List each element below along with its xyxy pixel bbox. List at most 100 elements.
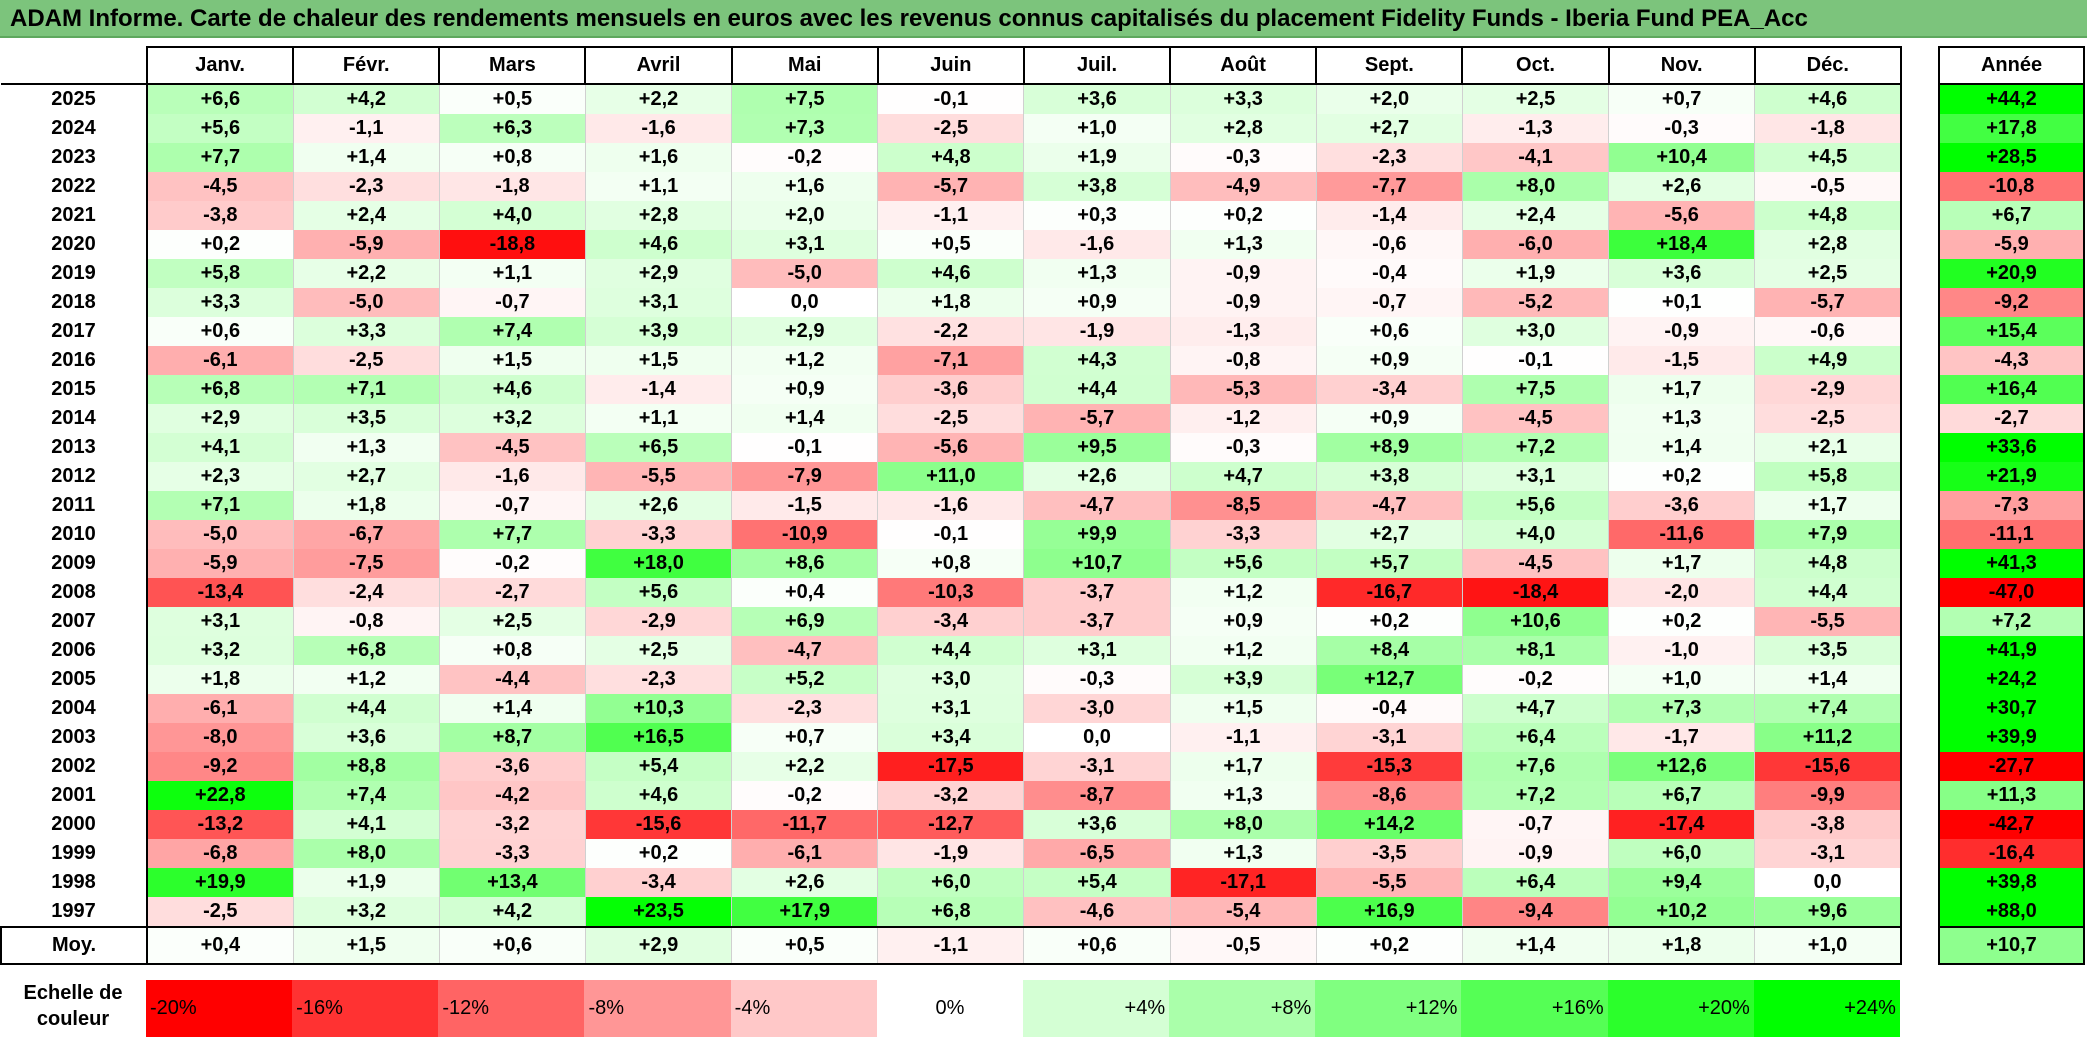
average-cell: +0,6 xyxy=(1023,926,1171,965)
heatmap-cell: +1,5 xyxy=(1169,694,1317,723)
heatmap-cell: +1,2 xyxy=(731,346,879,375)
heatmap-cell: -5,2 xyxy=(1461,288,1610,317)
heatmap-cell: +19,9 xyxy=(145,868,294,897)
year-row: 2013 +4,1 +1,3 -4,5 +6,5 -0,1 -5,6 +9,5 -0,3 +8,9… xyxy=(1,433,1902,462)
annual-cell: +88,0 xyxy=(1938,897,2085,928)
average-cell: -0,5 xyxy=(1169,926,1317,965)
heatmap-cell: -1,6 xyxy=(1023,230,1171,259)
heatmap-cell: +4,6 xyxy=(584,230,733,259)
heatmap-cell: +4,3 xyxy=(1023,346,1171,375)
legend-swatch: 0% xyxy=(876,980,1023,1037)
legend-swatch: -8% xyxy=(584,980,731,1037)
heatmap-cell: +18,4 xyxy=(1608,230,1756,259)
heatmap-cell: -5,5 xyxy=(1315,868,1463,897)
legend-swatch: -16% xyxy=(292,980,439,1037)
annual-cell: +39,9 xyxy=(1938,723,2085,752)
heatmap-cell: +0,7 xyxy=(731,723,879,752)
heatmap-cell: +10,3 xyxy=(584,694,733,723)
heatmap-cell: -10,3 xyxy=(877,578,1025,607)
heatmap-cell: -7,1 xyxy=(877,346,1025,375)
heatmap-cell: -3,0 xyxy=(1023,694,1171,723)
heatmap-cell: +1,7 xyxy=(1169,752,1317,781)
heatmap-cell: -5,4 xyxy=(1169,897,1317,928)
heatmap-cell: +4,8 xyxy=(877,143,1025,172)
heatmap-cell: +1,4 xyxy=(1754,665,1902,694)
year-label: 2013 xyxy=(1,433,148,462)
heatmap-cell: -2,5 xyxy=(877,114,1025,143)
heatmap-cell: +2,5 xyxy=(584,636,733,665)
heatmap-cell: +4,6 xyxy=(438,375,586,404)
year-row: 2020 +0,2 -5,9 -18,8 +4,6 +3,1 +0,5 -1,6 +1,3 -0,… xyxy=(1,230,1902,259)
year-row: 2017 +0,6 +3,3 +7,4 +3,9 +2,9 -2,2 -1,9 -1,3 +0,6… xyxy=(1,317,1902,346)
annual-cell: -11,1 xyxy=(1938,520,2085,549)
year-row: 2025 +6,6 +4,2 +0,5 +2,2 +7,5 -0,1 +3,6 +3,3 +2,0… xyxy=(1,84,1902,114)
heatmap-cell: +4,1 xyxy=(292,810,440,839)
heatmap-cell: +4,6 xyxy=(1754,84,1902,114)
average-cell: +1,8 xyxy=(1608,926,1756,965)
year-row: 2004 -6,1 +4,4 +1,4 +10,3 -2,3 +3,1 -3,0 +1,5 -0,… xyxy=(1,694,1902,723)
heatmap-cell: -3,3 xyxy=(438,839,586,868)
annual-cell: +28,5 xyxy=(1938,143,2085,172)
heatmap-cell: -15,3 xyxy=(1315,752,1463,781)
heatmap-cell: +5,7 xyxy=(1315,549,1463,578)
heatmap-cell: +3,5 xyxy=(1754,636,1902,665)
heatmap-cell: +0,9 xyxy=(1023,288,1171,317)
heatmap-cell: +1,6 xyxy=(731,172,879,201)
annual-cell: -42,7 xyxy=(1938,810,2085,839)
month-header: Déc. xyxy=(1753,46,1902,85)
heatmap-cell: +0,2 xyxy=(584,839,733,868)
heatmap-cell: +1,3 xyxy=(1608,404,1756,433)
year-label: 2018 xyxy=(1,288,148,317)
heatmap-cell: -7,7 xyxy=(1315,172,1463,201)
heatmap-cell: +3,2 xyxy=(292,897,440,928)
heatmap-cell: -4,7 xyxy=(1023,491,1171,520)
average-cell: +0,2 xyxy=(1315,926,1463,965)
heatmap-cell: +2,6 xyxy=(1608,172,1756,201)
month-header: Mars xyxy=(438,46,587,85)
heatmap-cell: +1,1 xyxy=(438,259,586,288)
heatmap-cell: -5,3 xyxy=(1169,375,1317,404)
heatmap-cell: -1,2 xyxy=(1169,404,1317,433)
corner-cell xyxy=(1,47,147,85)
heatmap-cell: -4,1 xyxy=(1461,143,1610,172)
heatmap-cell: -5,6 xyxy=(877,433,1025,462)
heatmap-cell: +1,2 xyxy=(1169,578,1317,607)
annual-cell: +44,2 xyxy=(1938,84,2085,114)
year-row: 2015 +6,8 +7,1 +4,6 -1,4 +0,9 -3,6 +4,4 -5,3 -3,4… xyxy=(1,375,1902,404)
heatmap-cell: +5,6 xyxy=(1461,491,1610,520)
heatmap-cell: +2,8 xyxy=(1169,114,1317,143)
heatmap-cell: +0,6 xyxy=(145,317,294,346)
heatmap-cell: +2,3 xyxy=(145,462,294,491)
heatmap-cell: +18,0 xyxy=(584,549,733,578)
heatmap-cell: +0,8 xyxy=(438,143,586,172)
average-row: Moy. +0,4 +1,5 +0,6 +2,9 +0,5 -1,1 +0,6 -0,5 +0,2… xyxy=(0,926,1902,965)
chart-title: ADAM Informe. Carte de chaleur des rende… xyxy=(10,5,1808,32)
heatmap-cell: -0,9 xyxy=(1608,317,1756,346)
heatmap-cell: -0,2 xyxy=(731,143,879,172)
heatmap-cell: -0,3 xyxy=(1169,433,1317,462)
heatmap-cell: +5,4 xyxy=(1023,868,1171,897)
annual-cell: -10,8 xyxy=(1938,172,2085,201)
heatmap-cell: +3,6 xyxy=(292,723,440,752)
heatmap-cell: -8,6 xyxy=(1315,781,1463,810)
heatmap-cell: -3,3 xyxy=(1169,520,1317,549)
heatmap-cell: +1,3 xyxy=(1169,230,1317,259)
heatmap-cell: -3,1 xyxy=(1315,723,1463,752)
heatmap-cell: -0,8 xyxy=(292,607,440,636)
year-label: 1997 xyxy=(1,897,148,928)
heatmap-cell: +2,4 xyxy=(292,201,440,230)
heatmap-cell: +2,7 xyxy=(1315,114,1463,143)
annual-cell: -27,7 xyxy=(1938,752,2085,781)
annual-cell: +6,7 xyxy=(1938,201,2085,230)
heatmap-cell: +1,7 xyxy=(1608,549,1756,578)
heatmap-cell: -1,4 xyxy=(1315,201,1463,230)
heatmap-cell: +2,4 xyxy=(1461,201,1610,230)
heatmap-cell: +8,8 xyxy=(292,752,440,781)
heatmap-cell: -4,7 xyxy=(731,636,879,665)
heatmap-cell: -15,6 xyxy=(1754,752,1902,781)
year-row: 2014 +2,9 +3,5 +3,2 +1,1 +1,4 -2,5 -5,7 -1,2 +0,9… xyxy=(1,404,1902,433)
year-label: 2022 xyxy=(1,172,148,201)
heatmap-cell: -3,5 xyxy=(1315,839,1463,868)
heatmap-cell: -0,9 xyxy=(1461,839,1610,868)
heatmap-cell: -2,7 xyxy=(438,578,586,607)
